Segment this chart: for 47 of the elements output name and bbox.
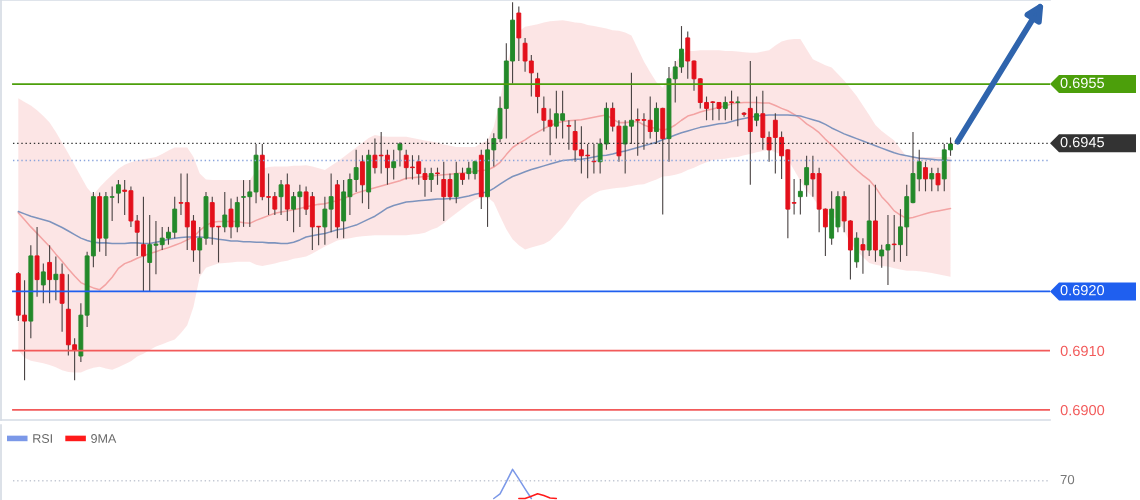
- candlestick: [328, 173, 334, 233]
- candlestick: [397, 141, 403, 168]
- candlestick: [860, 237, 866, 275]
- candlestick: [228, 197, 234, 239]
- candlestick: [428, 167, 434, 193]
- candlestick: [34, 226, 40, 298]
- candlestick: [40, 263, 46, 304]
- candlestick: [453, 161, 459, 204]
- y-tick-label: 0.6910: [1060, 345, 1105, 357]
- ref-line-label: 0.6920: [1060, 285, 1105, 296]
- candlestick: [47, 244, 53, 304]
- text: 70: [1060, 474, 1075, 485]
- candlestick: [929, 167, 935, 192]
- candlestick: [53, 255, 59, 301]
- candlestick: [654, 101, 659, 145]
- ref-line-label: 0.6955: [1060, 77, 1104, 89]
- candlestick: [797, 178, 803, 215]
- candlestick: [935, 167, 941, 192]
- candlestick: [141, 196, 146, 293]
- candlestick: [791, 178, 797, 215]
- candlestick: [810, 155, 816, 198]
- line-series: [17, 101, 952, 291]
- candlestick: [891, 214, 897, 263]
- candlestick: [923, 161, 928, 192]
- candlestick: [278, 179, 284, 216]
- candlestick: [804, 155, 810, 198]
- candlestick: [722, 96, 728, 121]
- candlestick: [754, 96, 759, 127]
- y-tick-label: 0.6900: [1060, 405, 1105, 416]
- candlestick: [729, 90, 734, 121]
- candlestick: [322, 196, 328, 246]
- candlestick: [359, 154, 365, 204]
- legend-label: RSI: [33, 434, 52, 443]
- candlestick: [854, 231, 860, 269]
- candlestick: [115, 179, 121, 204]
- candlestick: [353, 149, 359, 193]
- candlestick: [566, 119, 572, 151]
- candlestick: [391, 149, 397, 181]
- candlestick: [547, 107, 553, 156]
- candlestick: [222, 191, 228, 233]
- candlestick: [535, 72, 541, 114]
- candlestick: [541, 96, 547, 133]
- ref-line-label: 0.6945: [1060, 136, 1104, 148]
- candlestick: [591, 143, 597, 175]
- candlestick: [735, 96, 741, 127]
- legend-label: 9MA: [91, 434, 117, 443]
- candlestick: [109, 186, 115, 222]
